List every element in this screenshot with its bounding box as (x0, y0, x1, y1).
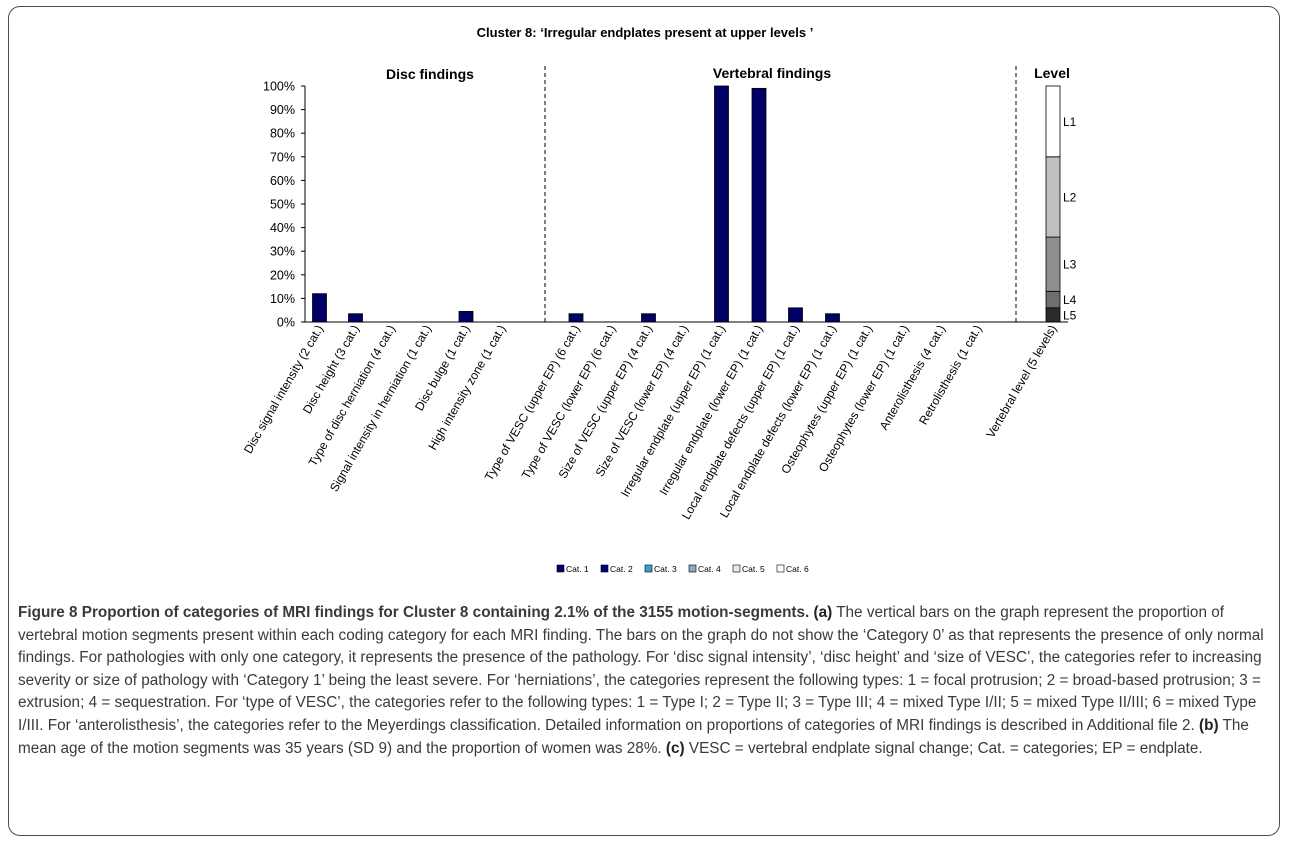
bars (312, 85, 840, 323)
figure-frame (8, 6, 1280, 836)
y-tick-label: 60% (270, 174, 295, 188)
section-label-disc: Disc findings (386, 66, 474, 82)
legend-label: Cat. 5 (742, 564, 765, 574)
bar-cat-1-13 (825, 313, 840, 323)
level-label-l4: L4 (1063, 293, 1077, 307)
bar-cat-1-0 (312, 293, 327, 323)
y-tick-label: 20% (270, 268, 295, 282)
x-tick-label: Vertebral level (5 levels) (983, 323, 1059, 441)
bar-cat-1-6 (568, 313, 584, 323)
section-label-vertebral: Vertebral findings (713, 65, 831, 81)
level-segment-l4 (1045, 290, 1061, 309)
level-segment-l1 (1045, 85, 1061, 158)
y-tick-label: 100% (263, 80, 295, 94)
caption-a-label: (a) (813, 604, 833, 621)
legend-label: Cat. 3 (654, 564, 677, 574)
bar-cat-1-11 (751, 87, 767, 323)
y-tick-label: 30% (270, 245, 295, 259)
legend-swatch (644, 564, 653, 573)
level-segment-l3 (1045, 236, 1061, 292)
x-tick-label: Anterolisthesis (4 cat.) (877, 323, 948, 433)
legend-label: Cat. 1 (566, 564, 589, 574)
section-label-level: Level (1034, 65, 1070, 81)
y-tick-label: 0% (277, 316, 295, 330)
bar-cat-1-10 (714, 85, 729, 323)
y-tick-label: 50% (270, 198, 295, 212)
legend-label: Cat. 2 (610, 564, 633, 574)
level-label-l2: L2 (1063, 190, 1077, 204)
y-tick-label: 90% (270, 103, 295, 117)
caption-c-text: VESC = vertebral endplate signal change;… (684, 739, 1203, 757)
bar-cat-1-12 (788, 307, 803, 323)
legend: Cat. 1 Cat. 2 Cat. 3 Cat. 4 Cat. 5 Cat. 6 (556, 564, 809, 574)
caption-b-text: The mean age of the motion segments was … (18, 716, 1249, 757)
bar-cat-1-1 (348, 313, 363, 323)
level-segment-l5 (1045, 307, 1061, 323)
legend-swatch (776, 564, 785, 573)
caption-b-label: (b) (1199, 716, 1219, 734)
bar-chart: Cluster 8: ‘Irregular endplates present … (241, 25, 1077, 574)
level-label-l3: L3 (1063, 258, 1077, 272)
level-label-l5: L5 (1063, 308, 1077, 322)
legend-swatch (600, 564, 609, 573)
legend-label: Cat. 4 (698, 564, 721, 574)
level-label-l1: L1 (1063, 115, 1077, 129)
x-tick-labels: Disc signal intensity (2 cat.)Disc heigh… (241, 322, 1060, 521)
legend-label: Cat. 6 (786, 564, 809, 574)
y-tick-label: 70% (270, 150, 295, 164)
caption-title: Figure 8 Proportion of categories of MRI… (18, 604, 810, 621)
bar-cat-1-8 (641, 313, 656, 323)
y-tick-label: 80% (270, 127, 295, 141)
bar-cat-1-4 (458, 310, 474, 323)
y-tick-labels: 0% 10% 20% 30% 40% 50% 60% 70% 80% 90% 100% (263, 80, 305, 330)
legend-swatch (732, 564, 741, 573)
y-tick-label: 40% (270, 221, 295, 235)
chart-title: Cluster 8: ‘Irregular endplates present … (477, 25, 814, 40)
legend-swatch (556, 564, 565, 573)
level-segment-l2 (1045, 156, 1061, 238)
caption-c-label: (c) (665, 739, 685, 757)
y-tick-label: 10% (270, 292, 295, 306)
caption-a-text: The vertical bars on the graph represent… (18, 604, 1264, 734)
figure-caption: Figure 8 Proportion of categories of MRI… (18, 602, 1273, 760)
legend-swatch (688, 564, 697, 573)
